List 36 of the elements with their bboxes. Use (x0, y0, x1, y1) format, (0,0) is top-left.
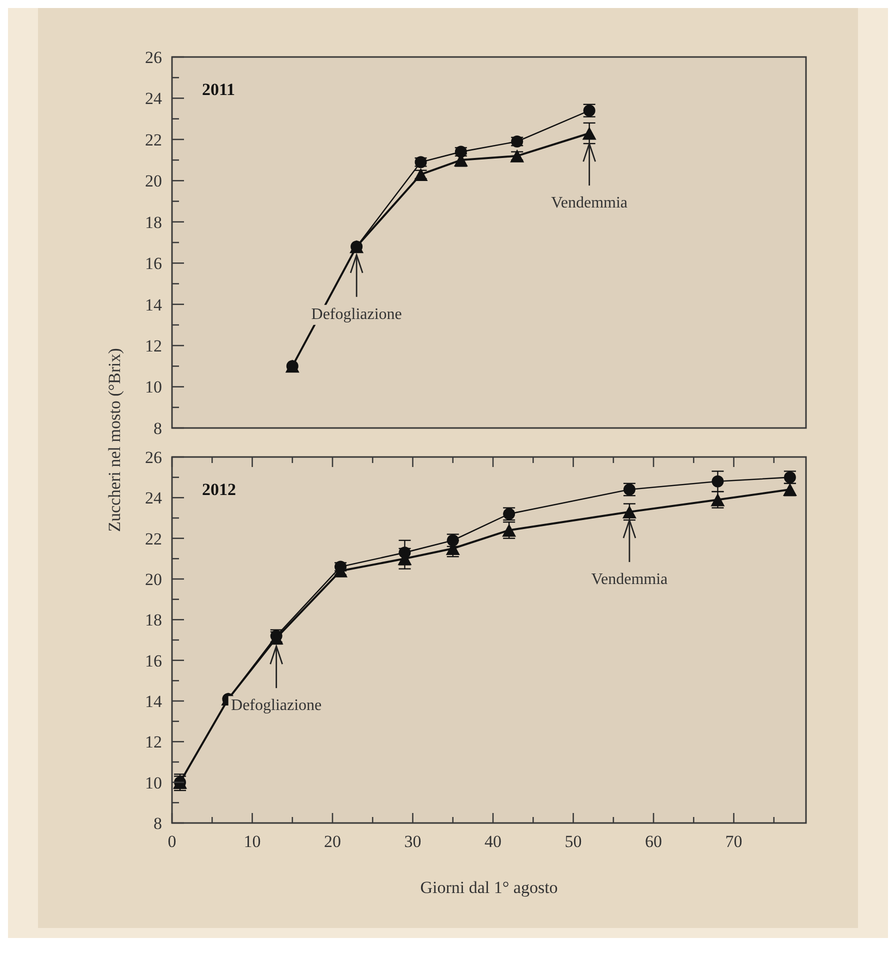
y-tick-label: 18 (145, 212, 162, 232)
y-tick-label: 14 (145, 692, 162, 711)
y-tick-label: 20 (145, 570, 162, 589)
x-tick-label: 10 (244, 832, 261, 851)
text: 2011 (202, 80, 236, 99)
x-tick-label: 30 (404, 832, 422, 851)
x-tick-label: 60 (645, 832, 662, 851)
y-tick-label: 10 (145, 378, 162, 397)
y-axis-title: Zuccheri nel mosto (°Brix) (105, 348, 124, 532)
y-tick-label: 10 (145, 773, 162, 792)
y-tick-label: 12 (145, 732, 162, 752)
x-axis-title: Giorni dal 1° agosto (420, 878, 558, 897)
y-tick-label: 22 (145, 130, 162, 150)
text: 2012 (202, 480, 236, 499)
y-tick-label: 26 (145, 48, 162, 67)
x-tick-label: 50 (564, 832, 582, 851)
y-tick-label: 8 (154, 418, 162, 438)
annotation: Defogliazione (311, 306, 402, 323)
y-tick-label: 18 (145, 610, 162, 630)
annotation: Vendemmia (551, 194, 628, 212)
y-tick-label: 14 (145, 295, 162, 314)
y-tick-label: 16 (145, 651, 162, 670)
y-tick-label: 20 (145, 172, 162, 191)
y-tick-label: 12 (145, 336, 162, 356)
y-tick-label: 24 (145, 89, 162, 108)
y-tick-label: 16 (145, 254, 162, 274)
y-tick-label: 8 (154, 814, 162, 833)
x-tick-label: 70 (725, 832, 742, 851)
annotation: Defogliazione (231, 697, 322, 714)
x-tick-label: 20 (324, 832, 342, 851)
y-tick-label: 24 (145, 488, 162, 508)
y-tick-label: 26 (145, 448, 162, 467)
x-tick-label: 0 (168, 832, 176, 851)
y-tick-label: 22 (145, 529, 162, 548)
x-tick-label: 40 (484, 832, 502, 851)
annotation: Vendemmia (591, 571, 668, 588)
